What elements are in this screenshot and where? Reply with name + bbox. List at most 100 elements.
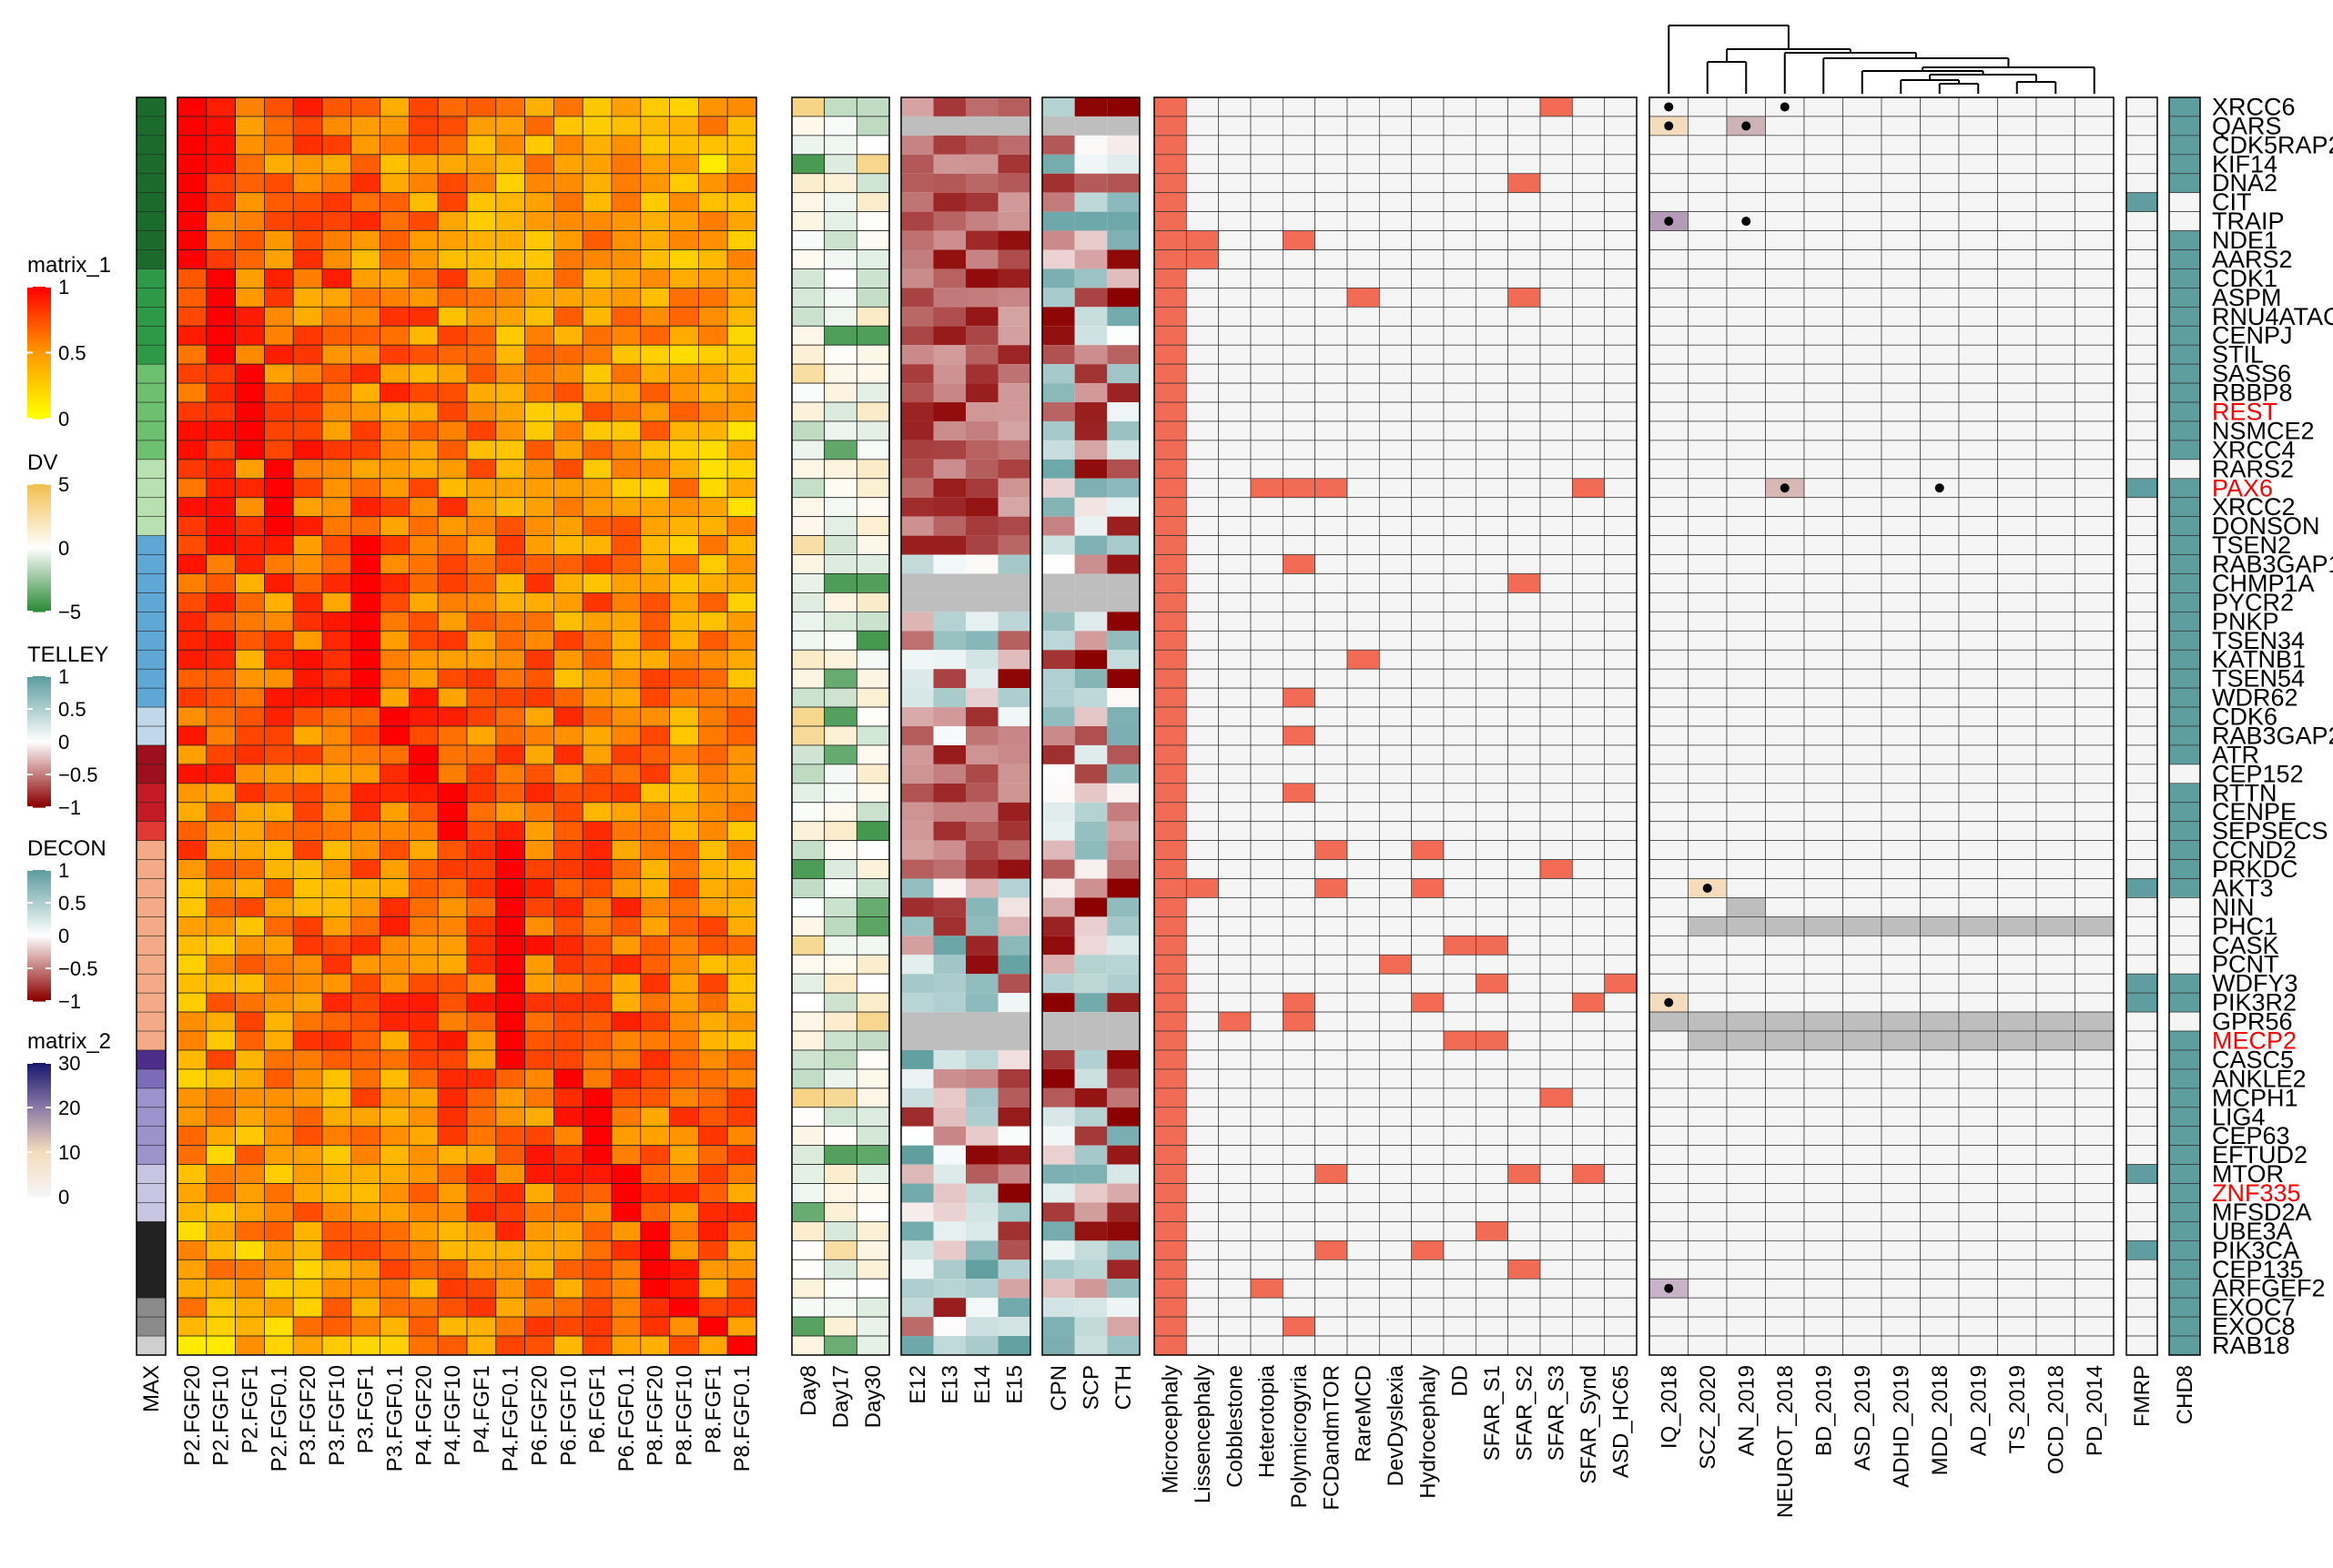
disease-cell [1475,592,1509,612]
disease-cell [1411,573,1445,593]
disease-cell [1314,1183,1348,1203]
matrix-1-cell [611,1297,642,1318]
matrix-1-cell [553,935,583,956]
gwas-cell [1842,592,1882,612]
matrix-1-cell [350,954,380,975]
chd8-cell [2168,725,2201,746]
disease-cell [1443,288,1476,308]
matrix-1-cell [206,840,237,860]
dv-heatmap [791,96,890,1356]
gwas-cell [1765,1126,1805,1147]
matrix-1-cell [524,554,554,574]
telley-cell [901,1279,934,1299]
matrix-1-cell [726,1202,757,1222]
matrix-1-cell [524,173,554,194]
gwas-cell [1688,1259,1728,1280]
gwas-cell [1958,1049,1998,1070]
matrix-1-cell [350,744,380,765]
disease-cell [1475,116,1509,137]
matrix-1-cell [524,1145,554,1166]
disease-cell [1411,211,1445,231]
matrix-1-cell [380,382,410,403]
legend-gradient [27,416,51,420]
disease-cell [1346,744,1380,765]
dv-cell [824,268,857,288]
gwas-cell [1688,1316,1728,1337]
matrix-1-cell [698,744,728,765]
telley-cell [966,1183,999,1203]
disease-cell [1282,306,1316,327]
gwas-cell [1881,573,1921,593]
matrix-1-cell [524,135,554,156]
dv-cell [824,211,857,231]
gwas-cell [1803,1030,1843,1051]
dv-cell [824,363,857,384]
disease-cell [1411,382,1445,403]
chd8-column [2168,96,2201,1356]
gwas-cell [1726,382,1766,403]
telley-cell [966,230,999,250]
dv-cell [791,821,826,842]
disease-cell [1378,344,1413,365]
matrix-1-cell [726,573,757,593]
disease-cell [1539,420,1573,441]
telley-cell [933,688,966,708]
matrix-1-cell [263,420,294,441]
disease-cell [1346,497,1380,518]
matrix-1-cell [553,897,583,917]
disease-cell [1604,630,1638,651]
matrix-1-cell [466,1145,497,1166]
dv-cell [791,401,826,422]
matrix-1-cell [582,192,613,213]
decon-cell [1042,1049,1075,1069]
disease-cell [1443,687,1476,708]
max-cell [136,954,167,975]
disease-cell [1250,230,1283,250]
matrix-1-cell [206,1087,237,1108]
disease-cell [1507,116,1541,137]
disease-cell [1571,1011,1606,1032]
decon-cell [1042,326,1075,346]
matrix-1-cell [350,1259,380,1280]
gwas-cell [1881,440,1921,460]
gene-label: CHMP1A [2212,570,2315,597]
fmrp-cell [2125,173,2158,194]
matrix-1-cell [726,230,757,250]
legend-gradient [27,545,51,549]
disease-cell [1314,478,1348,499]
matrix-1-cell [292,440,323,460]
dv-cell [824,1335,857,1356]
disease-cell [1282,1202,1316,1222]
telley-cell [998,383,1030,403]
disease-cell [1378,1068,1413,1089]
matrix-1-cell [524,878,554,898]
gwas-cell [1958,1316,1998,1337]
legend-gradient [27,1131,51,1135]
gwas-cell [1881,878,1921,898]
telley-cell [933,173,966,193]
legend-gradient [27,1165,51,1168]
dv-cell [824,897,857,917]
decon-cell [1074,840,1108,860]
matrix-1-cell [726,630,757,651]
matrix-1-cell [582,1107,613,1128]
gwas-cell [1958,382,1998,403]
matrix-1-cell [726,1030,757,1051]
matrix-1-cell [408,173,439,194]
disease-cell [1250,1087,1283,1108]
matrix-1-cell [321,744,352,765]
matrix-1-cell [611,668,642,689]
matrix-1-cell [437,954,468,975]
disease-cell [1507,783,1541,804]
matrix-1-cell [582,116,613,137]
matrix-1-cell [206,440,237,460]
matrix-1-cell [669,154,699,175]
matrix-1-cell [669,744,699,765]
matrix-1-cell [177,878,208,898]
disease-cell [1282,1183,1316,1203]
decon-cell [1074,1221,1108,1241]
disease-cell [1411,1164,1445,1184]
disease-cell [1507,154,1541,175]
matrix-1-cell [582,1239,613,1260]
gwas-cell [2074,1335,2115,1356]
